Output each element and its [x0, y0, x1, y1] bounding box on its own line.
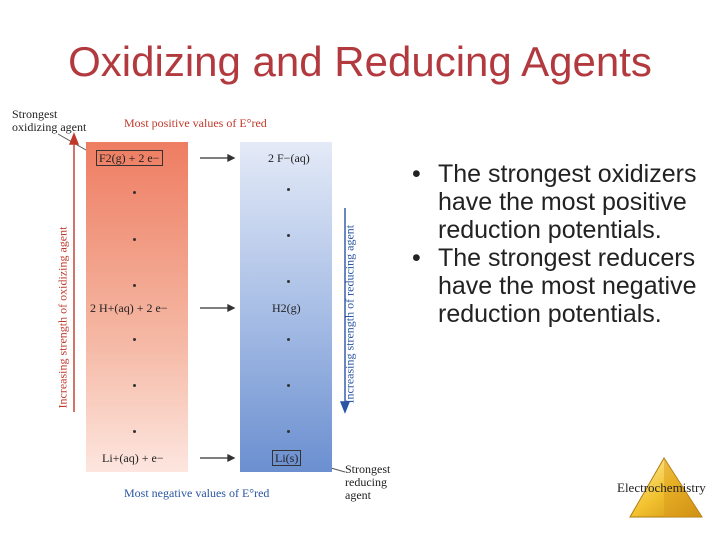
bullet-text: The strongest reducers have the most neg…: [438, 244, 697, 328]
figure-lines: [57, 132, 351, 473]
reaction-arrow-head: [227, 453, 236, 463]
triangle-logo-icon: [629, 457, 703, 518]
li-box: Li(s): [272, 450, 302, 466]
ellipsis-dot: [287, 430, 290, 433]
strongest-reducing-line3: agent: [345, 488, 371, 502]
reducing-agent-column: [240, 142, 332, 472]
slide-title: Oxidizing and Reducing Agents: [68, 38, 652, 85]
ellipsis-dot: [287, 234, 290, 237]
reaction-left-h: 2 H+(aq) + 2 e−: [90, 301, 168, 315]
most-positive-label: Most positive values of E°red: [124, 116, 267, 130]
f2-box: F2(g) + 2 e−: [96, 150, 163, 166]
increasing-reducing-label: Increasing strength of reducing agent: [342, 224, 357, 404]
ellipsis-dot: [133, 384, 136, 387]
reaction-right-h2: H2(g): [272, 301, 301, 315]
ellipsis-dot: [133, 238, 136, 241]
ellipsis-dot: [287, 384, 290, 387]
ellipsis-dot: [133, 284, 136, 287]
reducing-strength-arrowhead: [339, 401, 351, 414]
reaction-right-li: Li(s): [272, 450, 302, 466]
ellipsis-dot: [287, 280, 290, 283]
ellipsis-dot: [133, 430, 136, 433]
bullet-mark: •: [412, 244, 421, 272]
reaction-left-li: Li+(aq) + e−: [102, 451, 164, 465]
increasing-oxidizing-label: Increasing strength of oxidizing agent: [55, 226, 70, 409]
ellipsis-dot: [133, 338, 136, 341]
reaction-arrow-head: [227, 153, 236, 163]
bullet-list: • The strongest oxidizers have the most …: [412, 160, 712, 328]
strongest-reducing-line2: reducing: [345, 475, 387, 489]
strongest-reducing-line1: Strongest: [345, 462, 391, 476]
bullet-text: The strongest oxidizers have the most po…: [438, 160, 697, 244]
ellipsis-dot: [287, 188, 290, 191]
oxidizing-agent-column: [86, 142, 188, 472]
strongest-oxidizing-label: Strongest oxidizing agent: [12, 108, 86, 134]
oxidizing-strength-arrowhead: [68, 132, 80, 145]
reaction-arrow-head: [227, 303, 236, 313]
bullet-mark: •: [412, 160, 421, 188]
bullet-item: • The strongest reducers have the most n…: [412, 244, 712, 328]
bullet-item: • The strongest oxidizers have the most …: [412, 160, 712, 244]
ellipsis-dot: [287, 338, 290, 341]
strongest-oxidizing-line1: Strongest: [12, 107, 58, 121]
footer-label: Electrochemistry: [617, 480, 706, 495]
ellipsis-dot: [133, 191, 136, 194]
reduction-potential-figure: Strongest oxidizing agent Most positive …: [0, 100, 410, 510]
strongest-oxidizing-line2: oxidizing agent: [12, 120, 87, 134]
most-negative-label: Most negative values of E°red: [124, 486, 270, 500]
strongest-reducing-label: Strongest reducing agent: [345, 463, 390, 502]
reaction-right-f: 2 F−(aq): [268, 151, 310, 165]
reaction-left-f2: F2(g) + 2 e−: [96, 150, 163, 166]
